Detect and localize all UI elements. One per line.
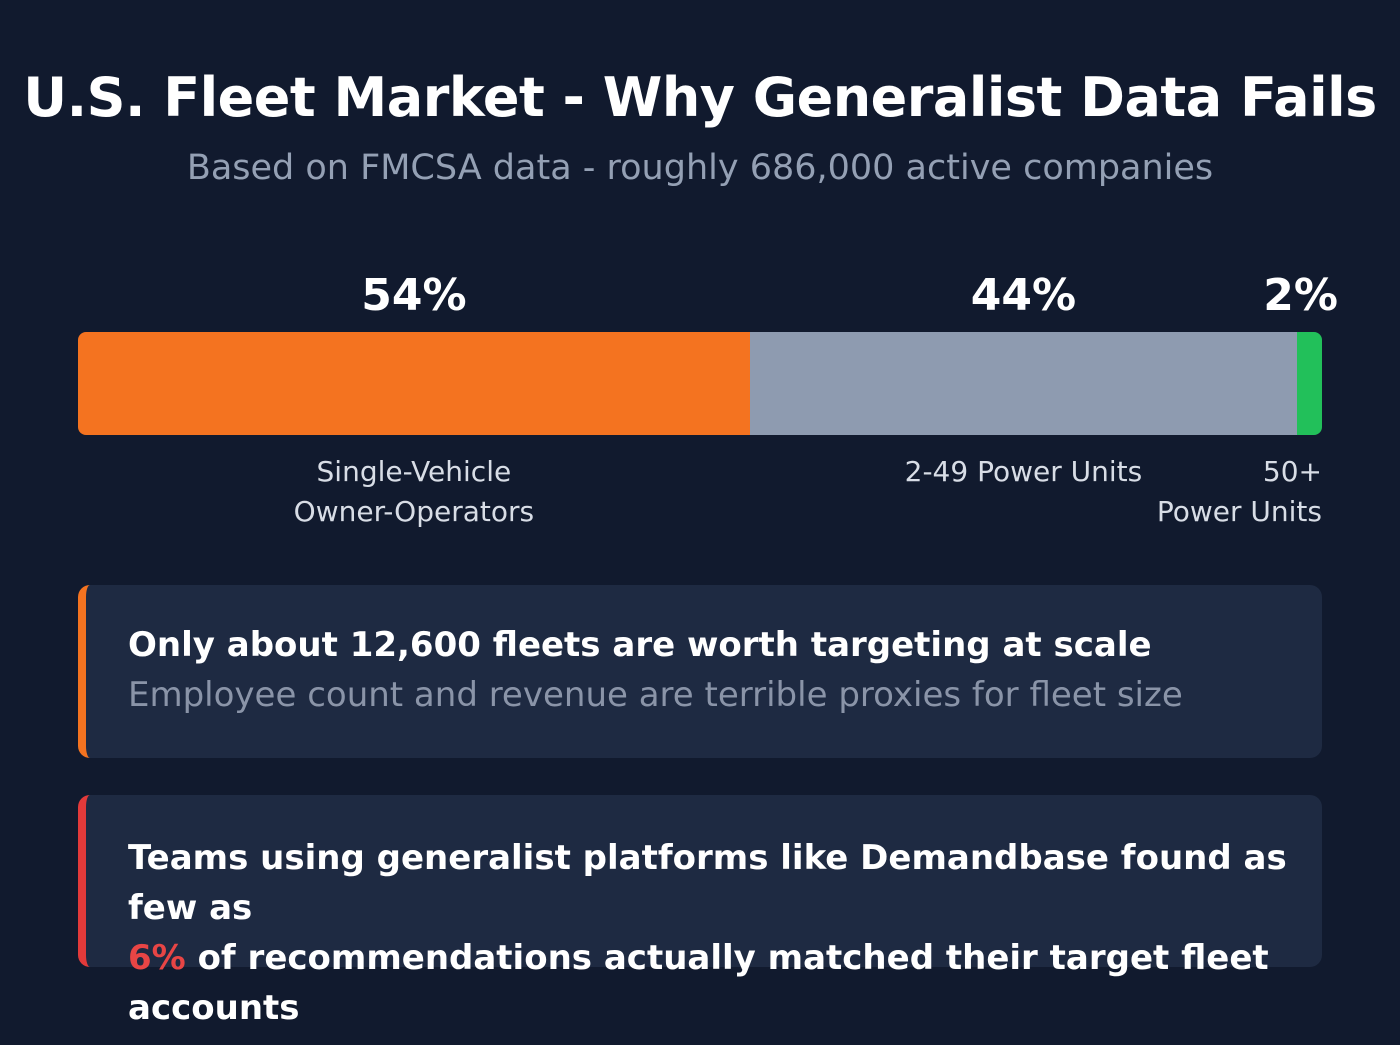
card-statement: Teams using generalist platforms like De… xyxy=(128,833,1322,1033)
card-headline: Only about 12,600 fleets are worth targe… xyxy=(128,625,1152,665)
data-label-0: 54% xyxy=(361,270,467,321)
page-subtitle: Based on FMCSA data - roughly 686,000 ac… xyxy=(186,148,1214,188)
data-label-1: 44% xyxy=(970,270,1077,321)
page-title: U.S. Fleet Market - Why Generalist Data … xyxy=(23,66,1377,129)
statement-line2: of recommendations actually matched thei… xyxy=(128,938,1269,1028)
bar-segment-0 xyxy=(78,332,750,435)
data-label-2: 2% xyxy=(1263,270,1338,321)
bar-segment-2 xyxy=(1297,332,1322,435)
category-label-2: 50+ Power Units xyxy=(1156,455,1322,528)
insight-card-fleets: Only about 12,600 fleets are worth targe… xyxy=(78,585,1322,758)
card-subtext: Employee count and revenue are terrible … xyxy=(128,675,1183,715)
category-label-1: 2-49 Power Units xyxy=(904,455,1143,488)
bar-segment-1 xyxy=(749,332,1298,435)
insight-card-demandbase: Teams using generalist platforms like De… xyxy=(78,795,1322,1028)
stacked-bar-chart: 54% Single-Vehicle Owner-Operators 44% 2-49… xyxy=(78,270,1338,528)
highlight-percent: 6% xyxy=(128,938,186,978)
statement-line1: Teams using generalist platforms like De… xyxy=(128,838,1287,928)
category-label-0: Single-Vehicle Owner-Operators xyxy=(293,455,535,528)
